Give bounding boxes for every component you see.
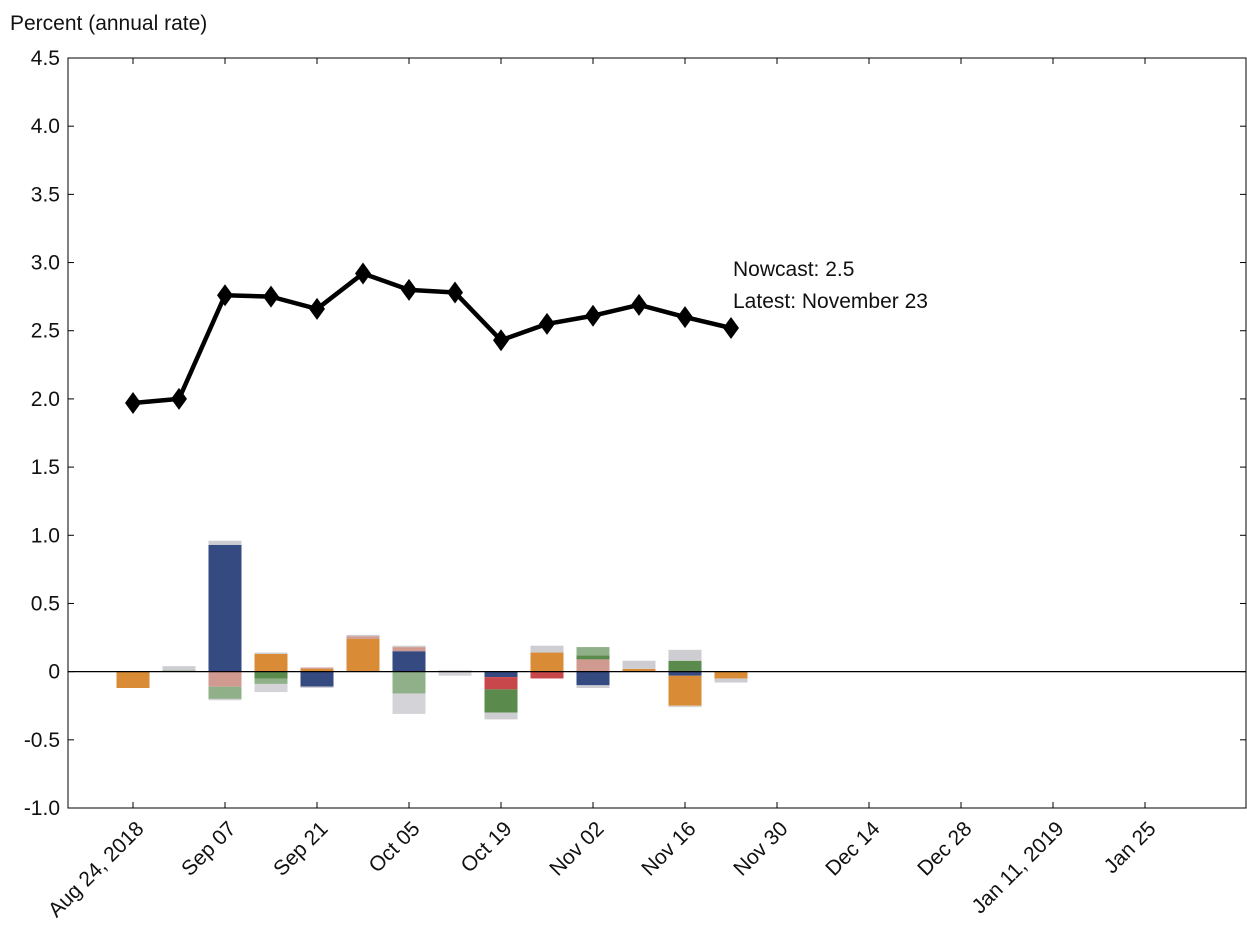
nowcast-marker [355,262,371,285]
bar-segment [300,668,334,672]
y-tick-label: 0 [48,661,60,684]
x-tick-label: Aug 24, 2018 [44,817,149,922]
annotation: Nowcast: 2.5 [733,258,854,281]
bar-segment [668,671,702,676]
y-tick-label: -1.0 [24,797,60,820]
x-tick-label: Nov 02 [545,817,608,880]
x-tick-label: Jan 25 [1100,817,1161,878]
bar-segment [346,634,380,637]
bar-segment [254,652,288,654]
bar-segment [392,671,426,694]
x-tick-label: Oct 19 [457,817,517,877]
bar-segment [576,655,610,660]
bar-segment [254,671,288,679]
bar-segment [208,698,242,701]
bar-segment [116,671,150,688]
bar-segment [576,659,610,672]
bar-segment [392,693,426,714]
bar-segment [484,689,518,713]
nowcast-marker [309,297,325,320]
y-tick-label: 3.5 [31,183,60,206]
bar-segment [668,675,702,706]
bar-segment [484,712,518,720]
x-tick-label: Nov 16 [637,817,700,880]
x-tick-label: Sep 21 [269,817,332,880]
x-tick-label: Dec 14 [821,817,885,881]
y-tick-label: 4.0 [31,115,60,138]
bar-segment [208,540,242,545]
bar-segment [438,670,472,672]
bar-segment [254,653,288,672]
y-axis-label: Percent (annual rate) [10,12,207,35]
bar-segment [530,671,564,679]
nowcast-marker [171,387,187,410]
x-tick-label: Dec 28 [913,817,976,880]
bar-segment [162,666,196,671]
bar-segment [346,636,380,639]
nowcast-marker [723,317,739,339]
bar-segment [668,705,702,708]
y-tick-label: 2.0 [31,388,60,411]
nowcast-marker [677,306,693,329]
bar-segment [254,678,288,684]
y-tick-label: 1.5 [31,456,60,479]
bar-segment [668,660,702,672]
bar-segment [576,671,610,686]
nowcast-marker [401,278,417,301]
bar-segment [576,685,610,688]
bar-segment [392,651,426,672]
bar-segment [484,677,518,690]
plot-frame [67,57,1247,809]
bar-segment [392,647,426,652]
bar-segment [530,645,564,653]
nowcast-marker [125,392,141,414]
nowcast-marker [217,284,233,307]
x-tick-label: Oct 05 [365,817,425,877]
bar-segment [208,544,242,672]
bar-segment [392,645,426,648]
bar-segment [300,686,334,688]
x-tick-label: Jan 11, 2019 [967,817,1068,918]
bar-segment [576,647,610,656]
bar-segment [300,671,334,687]
y-tick-label: 4.5 [31,47,60,70]
y-tick-label: 1.0 [31,524,60,547]
bar-segment [484,671,518,678]
bar-segment [622,660,656,669]
nowcast-marker [539,312,555,335]
nowcast-marker [447,281,463,304]
y-tick-label: -0.5 [24,729,60,752]
annotation: Latest: November 23 [733,290,928,313]
y-tick-label: 3.0 [31,252,60,275]
x-tick-label: Sep 07 [177,817,240,880]
y-tick-label: 2.5 [31,320,60,343]
nowcast-marker [263,285,279,308]
bar-segment [162,670,196,672]
nowcast-marker [631,293,647,316]
nowcast-marker [493,329,509,352]
y-tick-label: 0.5 [31,592,60,615]
nowcast-marker [585,304,601,327]
x-tick-label: Nov 30 [729,817,792,880]
bar-segment [438,671,472,676]
bar-segment [254,683,288,693]
bar-segment [346,638,380,672]
bar-segment [208,686,242,699]
bar-segment [208,671,242,687]
bar-segment [622,668,656,672]
bar-segment [714,671,748,679]
bar-segment [300,667,334,669]
bar-segment [530,652,564,672]
bar-segment [668,649,702,661]
bar-segment [714,678,748,683]
